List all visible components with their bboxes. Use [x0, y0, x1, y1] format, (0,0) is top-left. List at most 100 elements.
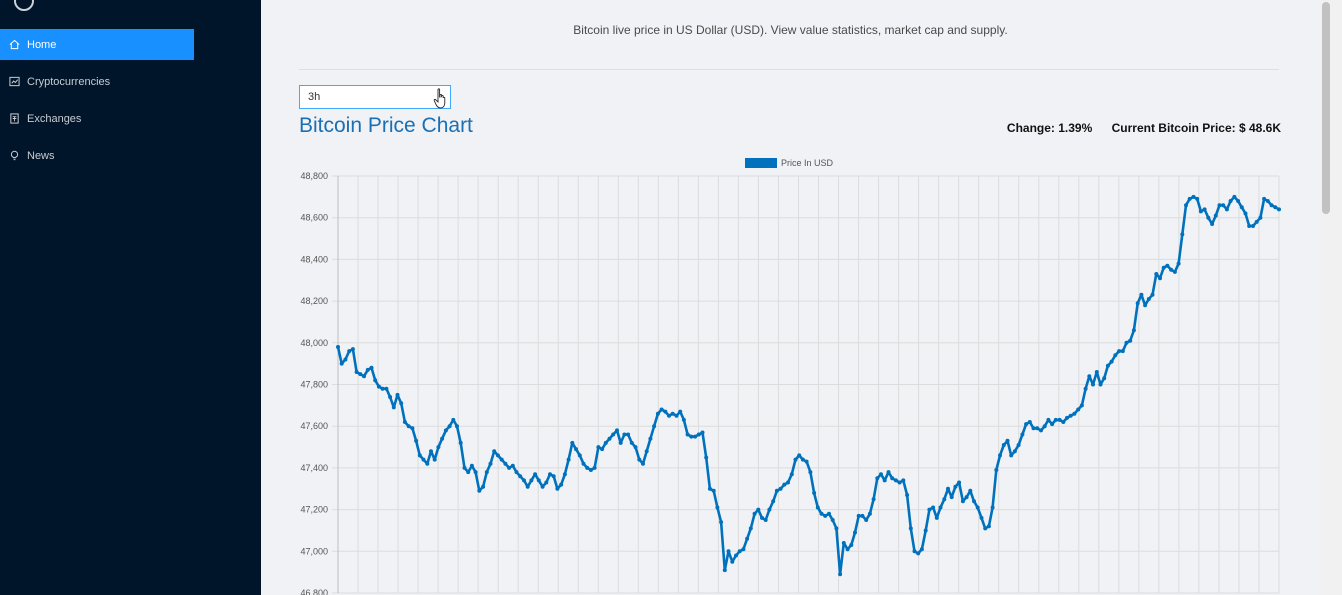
data-point — [734, 554, 738, 558]
data-point — [1240, 205, 1244, 209]
data-point — [689, 435, 693, 439]
data-point — [1210, 222, 1214, 226]
data-point — [1102, 376, 1106, 380]
data-point — [1028, 420, 1032, 424]
data-point — [1162, 266, 1166, 270]
data-point — [604, 441, 608, 445]
data-point — [533, 472, 537, 476]
data-point — [1180, 232, 1184, 236]
legend-swatch — [745, 158, 777, 168]
data-point — [760, 516, 764, 520]
scrollbar-thumb[interactable] — [1322, 2, 1330, 214]
data-point — [879, 472, 883, 476]
data-point — [913, 549, 917, 553]
data-point — [842, 541, 846, 545]
data-point — [1218, 203, 1222, 207]
data-point — [630, 441, 634, 445]
data-point — [864, 518, 868, 522]
data-point — [1136, 301, 1140, 305]
data-point — [1173, 270, 1177, 274]
data-point — [790, 472, 794, 476]
data-point — [570, 441, 574, 445]
y-tick-label: 47,400 — [300, 463, 328, 473]
data-point — [980, 516, 984, 520]
data-point — [399, 401, 403, 405]
data-point — [645, 449, 649, 453]
data-point — [1229, 199, 1233, 203]
data-point — [403, 420, 407, 424]
data-point — [1177, 262, 1181, 266]
data-point — [1270, 203, 1274, 207]
data-point — [939, 506, 943, 510]
data-point — [801, 458, 805, 462]
data-point — [976, 506, 980, 510]
data-point — [1266, 199, 1270, 203]
data-point — [358, 372, 362, 376]
data-point — [340, 362, 344, 366]
data-point — [1262, 197, 1266, 201]
data-point — [860, 514, 864, 518]
data-point — [756, 508, 760, 512]
data-point — [857, 514, 861, 518]
data-point — [1106, 364, 1110, 368]
data-point — [1277, 207, 1281, 211]
data-point — [1273, 205, 1277, 209]
data-point — [927, 508, 931, 512]
data-point — [637, 458, 641, 462]
data-point — [537, 478, 541, 482]
data-point — [370, 366, 374, 370]
data-point — [343, 358, 347, 362]
data-point — [1151, 293, 1155, 297]
data-point — [894, 478, 898, 482]
data-point — [366, 368, 370, 372]
data-point — [1072, 412, 1076, 416]
data-point — [1076, 408, 1080, 412]
data-point — [1046, 418, 1050, 422]
data-point — [563, 472, 567, 476]
data-point — [477, 489, 481, 493]
data-point — [712, 489, 716, 493]
data-point — [1221, 203, 1225, 207]
y-tick-label: 48,000 — [300, 338, 328, 348]
data-point — [764, 518, 768, 522]
data-point — [872, 497, 876, 501]
data-point — [786, 481, 790, 485]
data-point — [619, 441, 623, 445]
data-point — [901, 478, 905, 482]
data-point — [745, 537, 749, 541]
data-point — [1013, 449, 1017, 453]
data-point — [634, 445, 638, 449]
data-point — [429, 449, 433, 453]
data-point — [1199, 209, 1203, 213]
data-point — [436, 445, 440, 449]
data-point — [459, 441, 463, 445]
data-point — [1091, 383, 1095, 387]
data-point — [384, 387, 388, 391]
data-point — [481, 485, 485, 489]
data-point — [414, 439, 418, 443]
data-point — [1251, 224, 1255, 228]
data-point — [1024, 422, 1028, 426]
data-point — [794, 458, 798, 462]
data-point — [1113, 353, 1117, 357]
data-point — [741, 547, 745, 551]
data-point — [916, 551, 920, 555]
data-point — [355, 370, 359, 374]
data-point — [883, 478, 887, 482]
data-point — [727, 549, 731, 553]
data-point — [827, 512, 831, 516]
data-point — [1143, 303, 1147, 307]
data-point — [1244, 212, 1248, 216]
data-point — [823, 514, 827, 518]
data-point — [552, 474, 556, 478]
data-point — [555, 487, 559, 491]
data-point — [909, 526, 913, 530]
y-tick-label: 47,600 — [300, 421, 328, 431]
data-point — [715, 506, 719, 510]
data-point — [820, 512, 824, 516]
data-point — [381, 387, 385, 391]
data-point — [1058, 418, 1062, 422]
data-point — [708, 487, 712, 491]
data-point — [656, 412, 660, 416]
